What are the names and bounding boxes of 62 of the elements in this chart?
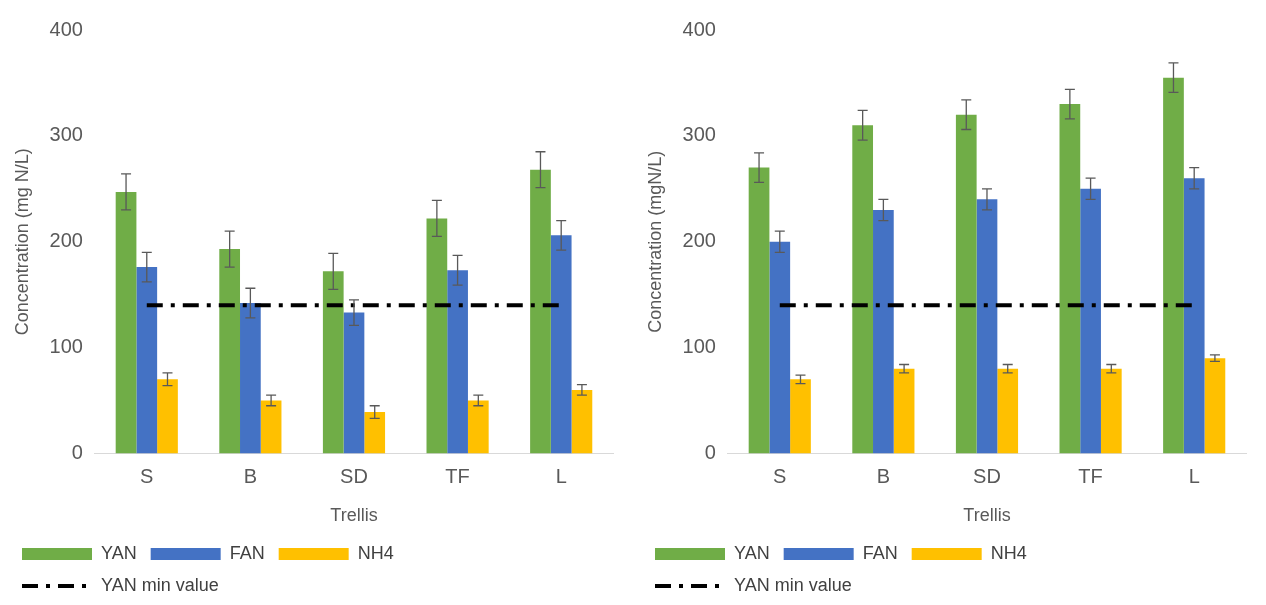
x-tick-label: S — [140, 464, 154, 487]
y-tick-label: 0 — [704, 440, 716, 463]
legend-label: NH4 — [990, 542, 1027, 563]
x-tick-label: L — [555, 464, 567, 487]
x-tick-label: B — [243, 464, 258, 487]
y-tick-label: 100 — [49, 335, 83, 358]
x-tick-label: SD — [340, 464, 368, 487]
bar — [343, 312, 365, 454]
bar — [115, 191, 137, 454]
y-tick-label: 0 — [71, 440, 83, 463]
x-tick-label: SD — [973, 464, 1001, 487]
legend-label: YAN — [734, 542, 770, 563]
bar — [893, 368, 915, 454]
bar — [467, 400, 489, 454]
bar — [873, 209, 894, 454]
legend-label: YAN min value — [101, 574, 219, 595]
y-tick-label: 200 — [49, 229, 83, 252]
y-tick-label: 300 — [49, 123, 83, 146]
bar — [1204, 358, 1226, 454]
bar — [852, 125, 874, 454]
legend-label: FAN — [229, 542, 265, 563]
x-axis-title: Trellis — [963, 505, 1011, 526]
y-tick-label: 300 — [682, 123, 716, 146]
bar — [748, 167, 770, 454]
x-axis-title: Trellis — [330, 505, 378, 526]
x-tick-label: TF — [1078, 464, 1103, 487]
x-tick-label: TF — [445, 464, 470, 487]
bar — [790, 379, 811, 454]
y-tick-label: 400 — [682, 17, 716, 40]
legend-label: YAN min value — [734, 574, 852, 595]
bar — [260, 400, 282, 454]
bar — [447, 270, 468, 454]
bar — [1059, 104, 1081, 454]
bar — [136, 267, 158, 454]
bar — [530, 169, 551, 454]
bar — [322, 271, 344, 454]
bar — [769, 241, 791, 454]
y-tick-label: 100 — [682, 335, 716, 358]
bar — [157, 379, 178, 454]
legend-label: NH4 — [357, 542, 394, 563]
x-tick-label: S — [773, 464, 787, 487]
legend-label: YAN — [101, 542, 137, 563]
bar — [997, 368, 1019, 454]
bar — [1100, 368, 1122, 454]
bar — [976, 199, 998, 454]
y-tick-label: 200 — [682, 229, 716, 252]
bar — [1163, 77, 1184, 454]
bar — [364, 412, 386, 454]
bar — [955, 114, 977, 454]
bar — [550, 235, 572, 454]
x-tick-label: B — [876, 464, 891, 487]
bar — [219, 249, 241, 454]
x-tick-label: L — [1188, 464, 1200, 487]
bar — [1183, 178, 1205, 454]
bar — [571, 389, 593, 454]
y-axis-title: Concentration (mgN/L) — [644, 150, 665, 333]
bar — [240, 303, 261, 454]
y-axis-title: Concentration (mg N/L) — [11, 148, 32, 336]
y-tick-label: 400 — [49, 17, 83, 40]
bar — [426, 218, 448, 454]
legend-label: FAN — [862, 542, 898, 563]
bar — [1080, 188, 1101, 454]
